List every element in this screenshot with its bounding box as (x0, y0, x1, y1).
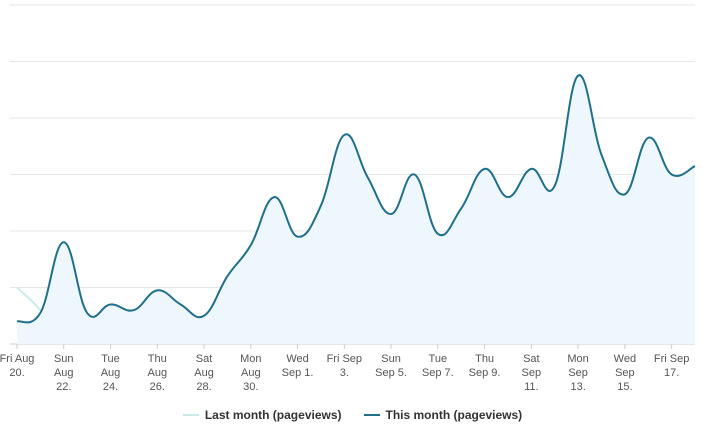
x-tick-label: Wed Sep 15. (614, 353, 636, 393)
data-point-this-month (131, 308, 136, 313)
data-point-this-month (599, 152, 604, 157)
legend-swatch-last-month (182, 414, 199, 416)
x-tick-label: Mon Sep 13. (567, 353, 588, 393)
x-tick-label: Tue Aug 24. (101, 353, 121, 393)
x-tick-label: Fri Sep 3. (327, 353, 362, 379)
x-tick-label: Sat Aug 28. (194, 353, 214, 393)
x-tick-label: Wed Sep 1. (282, 353, 314, 379)
data-point-this-month (178, 302, 183, 307)
data-point-this-month (646, 135, 651, 140)
x-tick-label: Fri Aug 20. (0, 353, 34, 379)
line-chart: Fri Aug 20. Sun Aug 22. Tue Aug 24. Thu Aug 26. Sat… (0, 4, 698, 393)
series-line-this-month (16, 74, 696, 324)
data-point-this-month (552, 183, 557, 188)
data-point-this-month (248, 243, 253, 248)
x-tick-label: Tue Sep 7. (422, 353, 454, 379)
x-tick-label: Fri Sep 17. (654, 353, 689, 379)
data-point-this-month (529, 166, 534, 171)
x-tick-label: Mon Aug 30. (240, 353, 261, 393)
data-point-this-month (505, 195, 510, 200)
x-tick-label: Sun Sep 5. (375, 353, 407, 379)
data-point-this-month (435, 231, 440, 236)
data-point-this-month (482, 166, 487, 171)
data-point-this-month (225, 274, 230, 279)
data-point-this-month (15, 319, 20, 324)
legend-swatch-this-month (363, 414, 380, 416)
x-tick-label: Thu Sep 9. (469, 353, 501, 379)
legend-item-last-month[interactable]: Last month (pageviews) (182, 408, 342, 422)
x-tick-label: Sat Sep 11. (522, 353, 542, 393)
data-point-this-month (576, 73, 581, 78)
data-point-this-month (318, 203, 323, 208)
data-point-last-month (15, 285, 20, 290)
data-point-this-month (669, 172, 674, 177)
data-point-this-month (61, 240, 66, 245)
data-point-this-month (295, 234, 300, 239)
legend-item-this-month[interactable]: This month (pageviews) (363, 408, 523, 422)
data-point-this-month (412, 172, 417, 177)
data-point-this-month (272, 195, 277, 200)
data-point-this-month (155, 288, 160, 293)
data-point-this-month (342, 132, 347, 137)
series-area-this-month (17, 75, 695, 345)
data-point-this-month (389, 212, 394, 217)
legend-label-this-month: This month (pageviews) (385, 408, 523, 422)
data-point-this-month (108, 302, 113, 307)
data-point-this-month (622, 192, 627, 197)
data-point-this-month (85, 310, 90, 315)
legend: Last month (pageviews) This month (pagev… (0, 408, 705, 422)
data-point-this-month (693, 164, 698, 169)
data-point-this-month (459, 206, 464, 211)
x-tick-label: Thu Aug 26. (147, 353, 167, 393)
data-point-this-month (202, 313, 207, 318)
legend-label-last-month: Last month (pageviews) (204, 408, 342, 422)
data-point-this-month (38, 310, 43, 315)
data-point-this-month (365, 175, 370, 180)
x-tick-label: Sun Aug 22. (54, 353, 74, 393)
